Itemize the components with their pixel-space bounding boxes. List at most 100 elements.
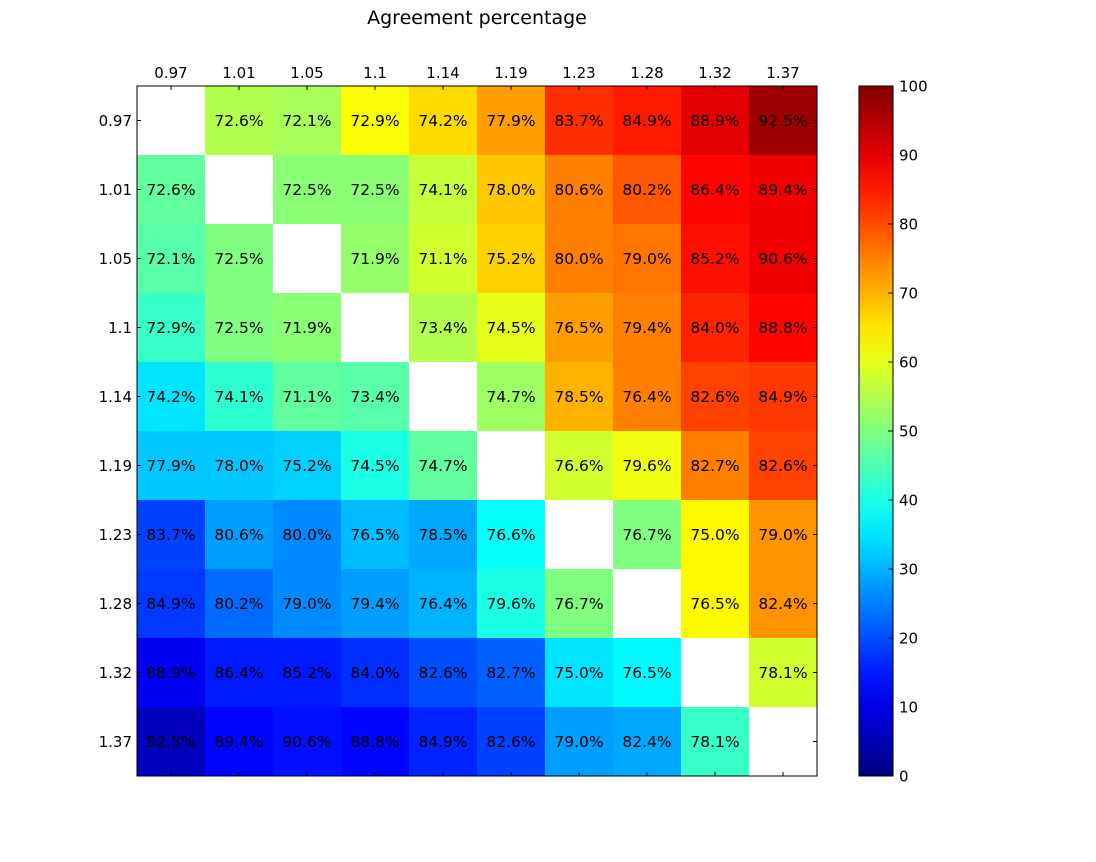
heatmap-cell xyxy=(341,638,410,708)
heatmap-cell xyxy=(613,293,682,363)
heatmap-cell xyxy=(613,569,682,639)
cell-value-label: 80.2% xyxy=(214,595,263,613)
y-tick-label: 1.1 xyxy=(108,319,132,337)
x-tick-label: 1.19 xyxy=(494,64,527,82)
colorbar: 0 10 20 30 40 50 60 70 80 90 100 xyxy=(858,78,928,786)
heatmap-cell xyxy=(341,155,410,225)
heatmap-cell xyxy=(477,431,546,501)
heatmap-cell xyxy=(137,569,206,639)
cell-value-label: 74.1% xyxy=(214,388,263,406)
cell-value-label: 79.0% xyxy=(758,526,807,544)
heatmap-cell xyxy=(681,569,750,639)
heatmap-cell xyxy=(681,500,750,570)
colorbar-tick-label: 30 xyxy=(899,561,918,579)
cell-value-label: 84.9% xyxy=(146,595,195,613)
cell-value-label: 86.4% xyxy=(690,181,739,199)
heatmap-cell xyxy=(477,500,546,570)
y-tick-label: 1.32 xyxy=(99,664,132,682)
heatmap-cell xyxy=(477,707,546,777)
heatmap-cell xyxy=(341,569,410,639)
heatmap-cell xyxy=(137,500,206,570)
heatmap-cell xyxy=(341,431,410,501)
heatmap-cell xyxy=(477,638,546,708)
y-tick-label: 1.23 xyxy=(99,526,132,544)
heatmap-cell xyxy=(613,707,682,777)
y-tick-label: 1.19 xyxy=(99,457,132,475)
heatmap-cell xyxy=(409,362,478,432)
cell-value-label: 89.4% xyxy=(214,733,263,751)
colorbar-tick-label: 10 xyxy=(899,699,918,717)
heatmap-cell xyxy=(749,431,818,501)
cell-value-label: 72.6% xyxy=(146,181,195,199)
heatmap-cell xyxy=(749,569,818,639)
cell-value-label: 84.0% xyxy=(690,319,739,337)
heatmap-cell xyxy=(205,224,274,294)
heatmap-cell xyxy=(545,707,614,777)
heatmap-cell xyxy=(409,500,478,570)
x-tick-label: 1.14 xyxy=(426,64,459,82)
cell-value-label: 79.0% xyxy=(622,250,671,268)
heatmap-cell xyxy=(341,224,410,294)
cell-value-label: 80.0% xyxy=(282,526,331,544)
heatmap-cell xyxy=(205,707,274,777)
cell-value-label: 79.6% xyxy=(486,595,535,613)
cell-value-label: 76.7% xyxy=(554,595,603,613)
cell-value-label: 72.5% xyxy=(282,181,331,199)
heatmap-cell xyxy=(613,431,682,501)
cell-value-label: 88.9% xyxy=(690,112,739,130)
x-tick-label: 1.1 xyxy=(363,64,387,82)
heatmap-cell xyxy=(137,431,206,501)
heatmap-cell xyxy=(613,155,682,225)
cell-value-label: 84.9% xyxy=(418,733,467,751)
heatmap-cell xyxy=(545,431,614,501)
heatmap-cell xyxy=(477,86,546,156)
x-tick-label: 1.28 xyxy=(630,64,663,82)
heatmap-cell xyxy=(681,86,750,156)
cell-value-label: 72.9% xyxy=(350,112,399,130)
colorbar-tick-label: 40 xyxy=(899,492,918,510)
cell-value-label: 72.5% xyxy=(350,181,399,199)
heatmap-cell xyxy=(545,638,614,708)
cell-value-label: 80.6% xyxy=(214,526,263,544)
cell-value-label: 79.0% xyxy=(282,595,331,613)
cell-value-label: 88.8% xyxy=(758,319,807,337)
heatmap-cell xyxy=(341,362,410,432)
x-tick-label: 1.01 xyxy=(222,64,255,82)
cell-value-label: 89.4% xyxy=(758,181,807,199)
y-tick-label: 0.97 xyxy=(99,112,132,130)
cell-value-label: 88.9% xyxy=(146,664,195,682)
heatmap-cell xyxy=(205,362,274,432)
y-tick-label: 1.37 xyxy=(99,733,132,751)
heatmap-cell xyxy=(273,293,342,363)
heatmap-cell xyxy=(681,293,750,363)
cell-value-label: 80.2% xyxy=(622,181,671,199)
cell-value-label: 85.2% xyxy=(690,250,739,268)
heatmap-cell-labels: 72.6% 72.1% 72.9% 74.2% 77.9% 83.7% 84.9% 88.9%… xyxy=(146,112,807,751)
colorbar-tick-label: 50 xyxy=(899,423,918,441)
heatmap-cell xyxy=(477,293,546,363)
heatmap-cell xyxy=(613,86,682,156)
heatmap-cell xyxy=(341,86,410,156)
colorbar-tick-label: 20 xyxy=(899,630,918,648)
plot-frame xyxy=(136,85,818,777)
cell-value-label: 80.6% xyxy=(554,181,603,199)
colorbar-tick-label: 90 xyxy=(899,147,918,165)
heatmap-cell xyxy=(137,362,206,432)
x-tick-label: 1.32 xyxy=(698,64,731,82)
cell-value-label: 76.5% xyxy=(690,595,739,613)
chart-title: Agreement percentage xyxy=(367,7,587,29)
cell-value-label: 75.0% xyxy=(554,664,603,682)
cell-value-label: 75.0% xyxy=(690,526,739,544)
heatmap-cell xyxy=(749,362,818,432)
cell-value-label: 72.9% xyxy=(146,319,195,337)
cell-value-label: 74.5% xyxy=(486,319,535,337)
cell-value-label: 74.1% xyxy=(418,181,467,199)
colorbar-tick-label: 80 xyxy=(899,216,918,234)
cell-value-label: 77.9% xyxy=(146,457,195,475)
cell-value-label: 78.0% xyxy=(486,181,535,199)
colorbar-gradient xyxy=(858,85,894,777)
heatmap-cell xyxy=(681,224,750,294)
heatmap-cell xyxy=(341,500,410,570)
heatmap-cell xyxy=(409,155,478,225)
